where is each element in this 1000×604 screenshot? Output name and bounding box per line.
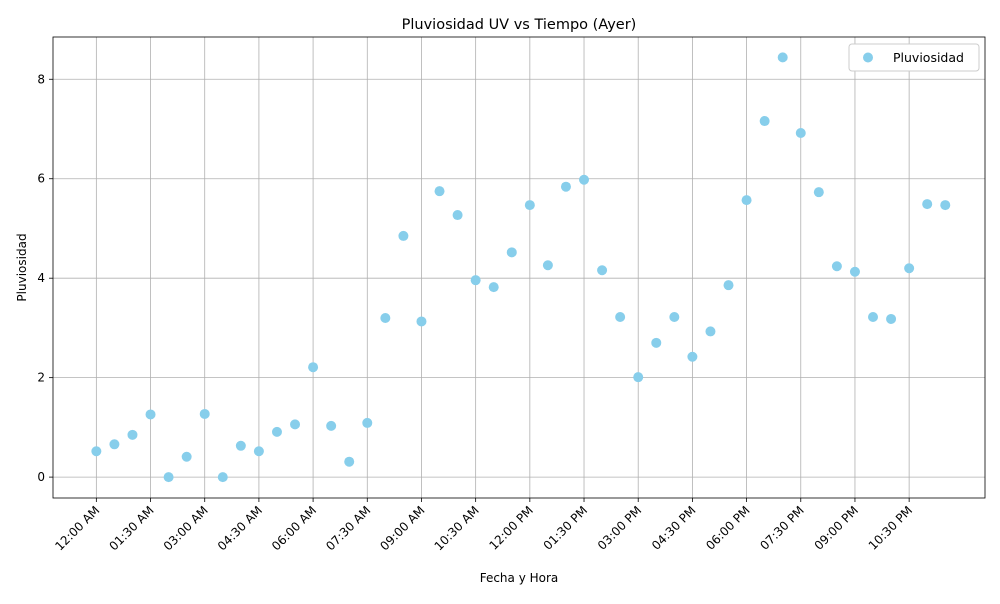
data-point xyxy=(344,456,355,467)
x-tick-label: 06:00 AM xyxy=(269,503,319,553)
legend-box xyxy=(848,43,980,72)
data-point xyxy=(886,313,897,324)
y-axis-label: Pluviosidad xyxy=(15,233,29,301)
data-point xyxy=(597,265,608,276)
data-point xyxy=(217,472,228,483)
legend: Pluviosidad xyxy=(848,43,980,72)
data-point xyxy=(777,52,788,63)
data-point xyxy=(849,266,860,277)
data-point xyxy=(687,351,698,362)
data-point xyxy=(633,372,644,383)
x-axis-label: Fecha y Hora xyxy=(480,571,559,585)
data-point xyxy=(705,326,716,337)
chart-title: Pluviosidad UV vs Tiempo (Ayer) xyxy=(402,17,637,33)
data-point xyxy=(127,429,138,440)
data-points xyxy=(91,52,951,483)
data-point xyxy=(922,199,933,210)
data-point xyxy=(868,311,879,322)
data-point xyxy=(362,417,373,428)
data-point xyxy=(831,261,842,272)
x-tick-label: 10:30 AM xyxy=(432,503,482,553)
x-tick-label: 03:00 PM xyxy=(595,503,644,552)
data-point xyxy=(199,408,210,419)
data-point xyxy=(308,362,319,373)
data-point xyxy=(290,419,301,430)
data-point xyxy=(398,230,409,241)
data-point xyxy=(904,263,915,274)
y-axis-ticks: 0 2 4 6 8 xyxy=(37,72,53,484)
data-point xyxy=(759,116,770,127)
data-point xyxy=(380,312,391,323)
x-tick-label: 12:00 AM xyxy=(52,503,102,553)
x-tick-label: 12:00 PM xyxy=(486,503,535,552)
data-point xyxy=(615,311,626,322)
x-tick-label: 07:30 PM xyxy=(757,503,806,552)
y-tick-label: 6 xyxy=(37,172,45,186)
data-point xyxy=(235,440,246,451)
data-point xyxy=(651,337,662,348)
x-tick-label: 04:30 PM xyxy=(649,503,698,552)
plot-area-frame xyxy=(52,36,986,499)
x-tick-label: 04:30 AM xyxy=(215,503,265,553)
data-point xyxy=(524,200,535,211)
data-point xyxy=(940,200,951,211)
data-point xyxy=(91,446,102,457)
x-tick-label: 01:30 PM xyxy=(541,503,590,552)
data-point xyxy=(416,316,427,327)
data-point xyxy=(488,282,499,293)
legend-label: Pluviosidad xyxy=(893,50,964,65)
y-tick-label: 0 xyxy=(37,470,45,484)
data-point xyxy=(813,187,824,198)
y-tick-label: 4 xyxy=(37,271,45,285)
data-point xyxy=(163,472,174,483)
data-point xyxy=(560,181,571,192)
data-point xyxy=(145,409,156,420)
x-tick-label: 01:30 AM xyxy=(106,503,156,553)
data-point xyxy=(470,275,481,286)
data-point xyxy=(723,280,734,291)
data-point xyxy=(741,195,752,206)
legend-marker xyxy=(863,52,873,63)
x-tick-label: 06:00 PM xyxy=(703,503,752,552)
data-point xyxy=(669,311,680,322)
data-point xyxy=(506,247,517,258)
data-point xyxy=(109,439,120,450)
x-tick-label: 09:00 PM xyxy=(812,503,861,552)
grid xyxy=(53,37,985,498)
data-point xyxy=(326,420,337,431)
x-tick-label: 10:30 PM xyxy=(866,503,915,552)
data-point xyxy=(579,174,590,185)
data-point xyxy=(434,186,445,197)
data-point xyxy=(542,260,553,271)
y-tick-label: 2 xyxy=(37,371,45,385)
x-tick-label: 09:00 AM xyxy=(377,503,427,553)
x-axis-ticks: 12:00 AM 01:30 AM 03:00 AM 04:30 AM 06:00 AM… xyxy=(52,498,915,553)
x-tick-label: 03:00 AM xyxy=(161,503,211,553)
data-point xyxy=(253,446,264,457)
data-point xyxy=(271,426,282,437)
y-tick-label: 8 xyxy=(37,72,45,86)
data-point xyxy=(452,210,463,221)
data-point xyxy=(181,451,192,462)
x-tick-label: 07:30 AM xyxy=(323,503,373,553)
data-point xyxy=(795,127,806,138)
